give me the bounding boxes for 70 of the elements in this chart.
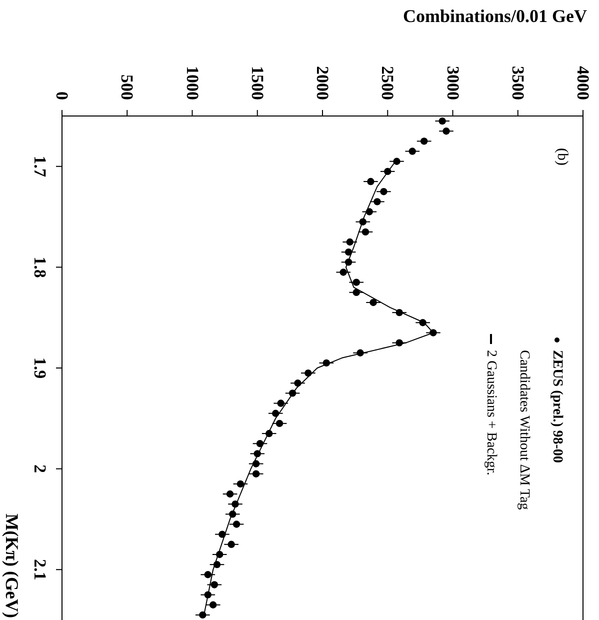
x-tick-label: 2500 xyxy=(378,66,398,100)
point xyxy=(322,359,330,367)
point xyxy=(419,319,426,326)
point xyxy=(236,480,244,488)
point xyxy=(204,571,212,578)
point xyxy=(384,168,392,176)
point xyxy=(420,138,428,145)
point xyxy=(438,117,446,125)
point xyxy=(199,611,206,619)
point xyxy=(380,188,388,196)
point xyxy=(344,248,352,256)
point xyxy=(359,218,366,226)
point xyxy=(209,601,217,608)
point xyxy=(294,380,302,387)
point xyxy=(276,420,284,428)
point xyxy=(229,510,236,518)
point xyxy=(252,470,260,478)
annotation: Candidates Without ΔM Tag xyxy=(516,350,532,510)
point xyxy=(352,288,360,296)
y-axis-title: M(Kπ) (GeV) xyxy=(2,514,22,618)
x-tick-label: 1500 xyxy=(248,66,267,100)
point xyxy=(256,440,264,448)
point xyxy=(204,591,212,598)
legend-label: 2 Gaussians + Backgr. xyxy=(484,350,498,476)
point xyxy=(362,228,370,236)
x-tick-label: 1000 xyxy=(182,66,202,100)
point xyxy=(352,278,360,286)
y-tick-label: 1.9 xyxy=(30,357,50,379)
x-tick-label: 0 xyxy=(52,92,72,100)
point xyxy=(393,158,400,165)
point xyxy=(396,308,403,316)
point xyxy=(232,520,240,528)
x-tick-label: 2000 xyxy=(313,66,332,100)
point xyxy=(367,178,374,186)
point xyxy=(226,490,234,498)
point xyxy=(277,400,284,407)
point xyxy=(213,560,221,568)
point xyxy=(216,550,224,558)
y-tick-label: 2 xyxy=(30,464,50,474)
point xyxy=(430,329,437,336)
point xyxy=(340,268,347,276)
point xyxy=(228,540,235,548)
point xyxy=(218,530,226,538)
point xyxy=(396,339,403,346)
x-tick-label: 4000 xyxy=(574,66,592,100)
x-tick-label: 500 xyxy=(118,74,137,100)
point xyxy=(288,390,296,397)
annotation: (b) xyxy=(554,148,570,166)
point xyxy=(254,450,261,458)
y-tick-label: 1.7 xyxy=(30,156,50,178)
point xyxy=(370,298,377,306)
y-tick-label: 2.1 xyxy=(30,558,50,580)
point xyxy=(356,349,364,356)
x-tick-label: 3500 xyxy=(508,66,528,100)
point xyxy=(252,460,260,468)
point xyxy=(408,148,416,155)
point xyxy=(346,238,354,246)
point xyxy=(210,581,218,588)
point xyxy=(366,208,373,216)
legend-label: ZEUS (prel.) 98-00 xyxy=(550,350,564,463)
y-tick-label: 1.8 xyxy=(30,256,50,278)
point xyxy=(232,500,239,508)
x-axis-title: Combinations/0.01 GeV xyxy=(402,6,587,26)
point xyxy=(304,369,312,377)
point xyxy=(442,128,450,135)
point xyxy=(344,258,352,266)
point xyxy=(266,430,273,438)
x-tick-label: 3000 xyxy=(443,66,462,100)
point xyxy=(374,198,381,206)
point xyxy=(272,410,280,417)
